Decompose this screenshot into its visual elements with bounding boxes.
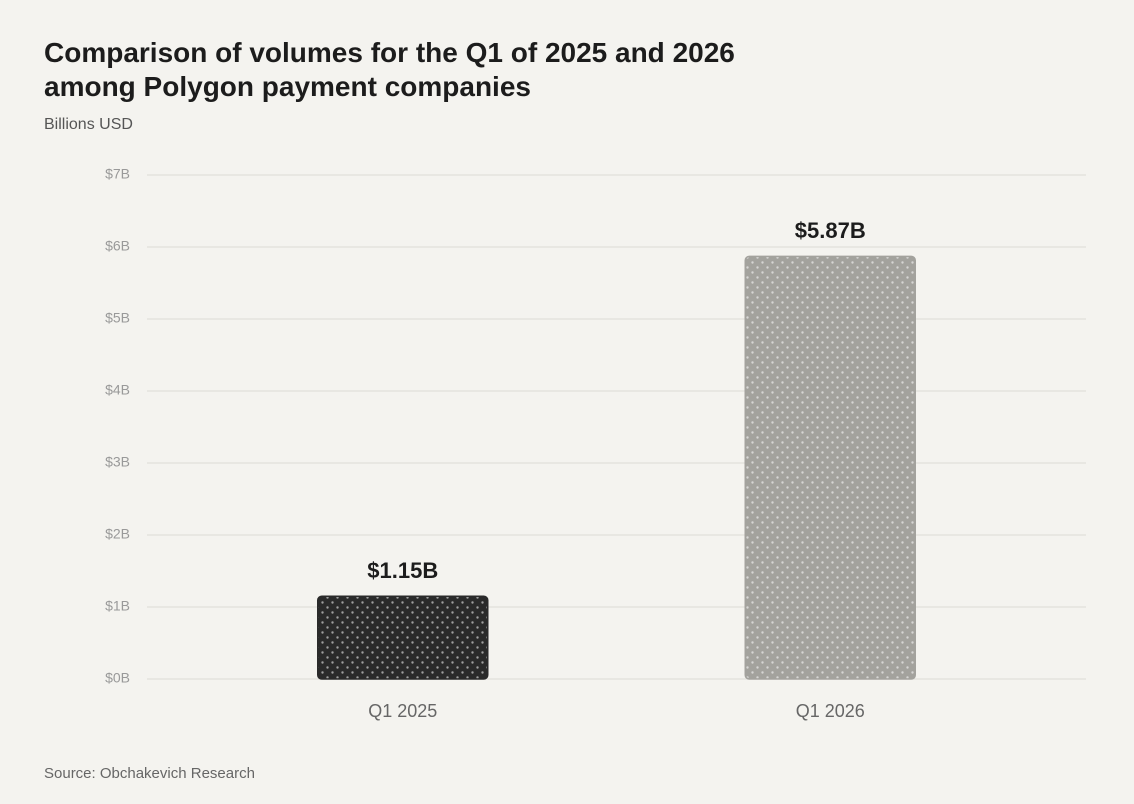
y-tick-label: $4B [105,382,130,398]
value-label: $1.15B [367,558,438,583]
y-tick-label: $3B [105,454,130,470]
bar [317,595,489,680]
x-tick-label: Q1 2025 [368,701,437,721]
chart: $0B $1B $2B $3B $4B $5B $6B $7B Q1 2025 $1.15B Q1 … [105,166,1086,721]
source-note: Source: Obchakevich Research [44,765,255,782]
y-tick-label: $5B [105,310,130,326]
bar [744,255,916,680]
chart-subtitle: Billions USD [44,116,133,133]
value-label: $5.87B [795,218,866,243]
y-tick-label: $0B [105,670,130,686]
y-tick-label: $7B [105,166,130,182]
y-tick-label: $2B [105,526,130,542]
y-tick-label: $1B [105,598,130,614]
y-tick-label: $6B [105,238,130,254]
x-tick-label: Q1 2026 [796,701,865,721]
chart-title: Comparison of volumes for the Q1 of 2025… [44,37,735,102]
